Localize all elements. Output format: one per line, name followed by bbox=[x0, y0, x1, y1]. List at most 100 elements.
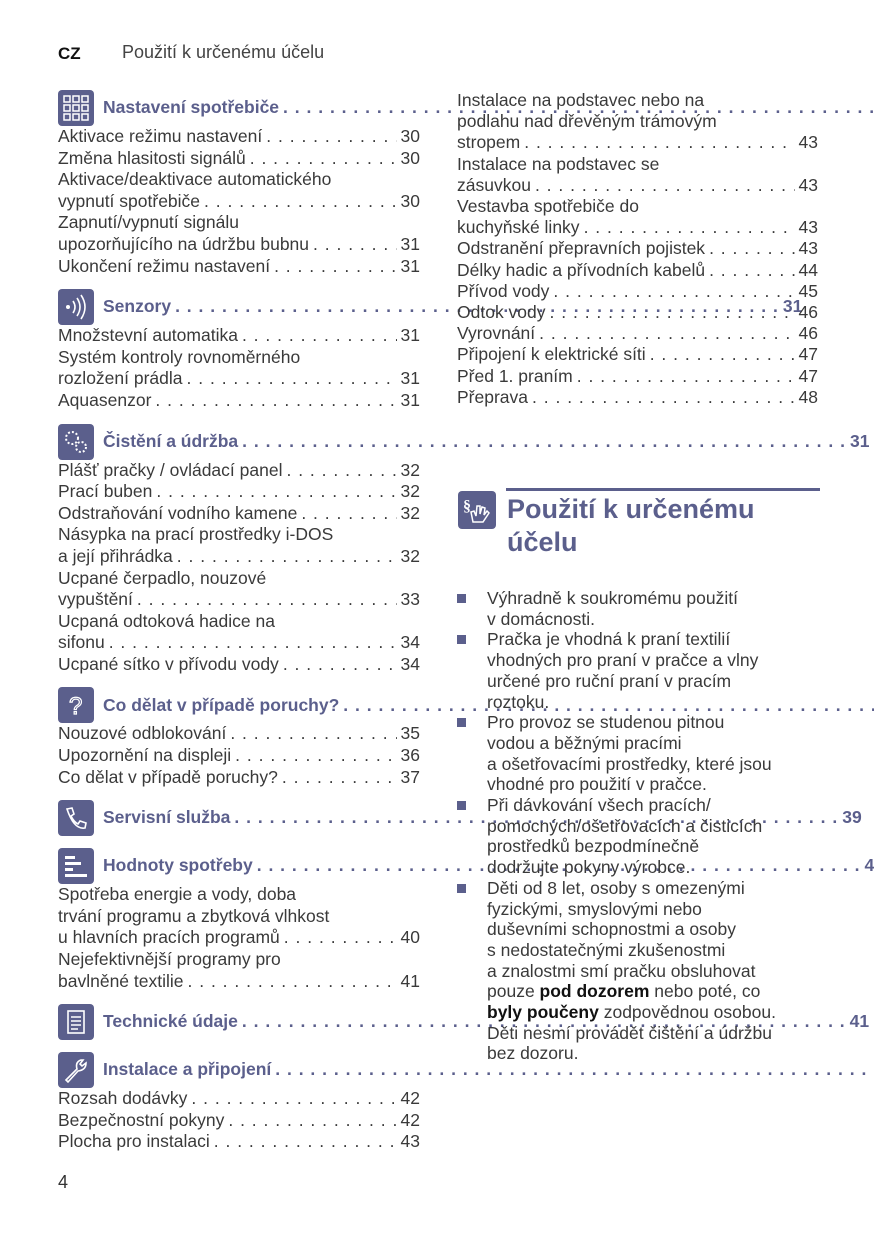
toc-section-header[interactable]: Senzory31 bbox=[58, 289, 802, 326]
toc-entry-line: Nejefektivnější programy pro bbox=[58, 949, 281, 970]
toc-page-number: 46 bbox=[798, 302, 818, 323]
toc-page-number: 44 bbox=[798, 259, 818, 280]
toc-section-header[interactable]: Technické údaje 41 bbox=[58, 1004, 869, 1041]
toc-page-number: 40 bbox=[864, 855, 874, 876]
toc-entry[interactable]: Prací buben 32 bbox=[58, 481, 420, 503]
toc-page-number: 30 bbox=[400, 147, 420, 168]
dot-leader bbox=[177, 546, 397, 568]
toc-page-number: 36 bbox=[400, 745, 420, 766]
grid-icon bbox=[58, 90, 94, 126]
dot-leader bbox=[553, 281, 794, 302]
dot-leader bbox=[228, 1110, 396, 1132]
toc-entry[interactable]: Bezpečnostní pokyny 42 bbox=[58, 1110, 420, 1132]
bullet-line: roztoku. bbox=[487, 691, 550, 712]
toc-entry[interactable]: Upozornění na displeji 36 bbox=[58, 745, 420, 767]
toc-entry[interactable]: Plocha pro instalaci 43 bbox=[58, 1131, 420, 1153]
toc-entry[interactable]: Ukončení režimu nastavení 31 bbox=[58, 256, 420, 278]
toc-entry[interactable]: zásuvkou 43 bbox=[457, 175, 818, 196]
heading-line: účelu bbox=[507, 527, 578, 557]
toc-entry-line: podlahu nad dřevěným trámovým bbox=[457, 111, 717, 132]
dot-leader bbox=[187, 368, 397, 390]
toc-entry[interactable]: Délky hadic a přívodních kabelů 44 bbox=[457, 260, 818, 281]
toc-entry[interactable]: rozložení prádla 31 bbox=[58, 368, 420, 390]
toc-page-number: 43 bbox=[798, 217, 818, 238]
question-icon: ? bbox=[58, 687, 94, 724]
bullet-item: Děti od 8 let, osoby s omezenými fyzickým… bbox=[457, 878, 827, 1064]
toc-section-header[interactable]: Instalace a připojení42 bbox=[58, 1052, 420, 1089]
toc-entry[interactable]: Odtok vody 46 bbox=[457, 302, 818, 323]
toc-page-number: 32 bbox=[400, 459, 420, 480]
toc-section-title: Co dělat v případě poruchy? bbox=[103, 694, 340, 715]
toc-page-number: 41 bbox=[849, 1011, 870, 1032]
toc-page-number: 31 bbox=[400, 255, 420, 276]
bullet-square-icon bbox=[457, 635, 466, 645]
wrench-icon bbox=[58, 1052, 94, 1089]
toc-entry-text: vypuštění bbox=[58, 589, 133, 610]
toc-entry[interactable]: upozorňujícího na údržbu bubnu 31 bbox=[58, 234, 420, 256]
toc-page-number: 31 bbox=[400, 389, 420, 410]
dot-leader bbox=[535, 175, 795, 196]
toc-entry[interactable]: Nouzové odblokování 35 bbox=[58, 723, 420, 745]
dot-leader bbox=[286, 460, 396, 482]
heading-line: Použití k určenému bbox=[507, 494, 755, 524]
toc-entry[interactable]: Ucpané sítko v přívodu vody 34 bbox=[58, 654, 420, 676]
dot-leader bbox=[550, 302, 795, 323]
dot-leader bbox=[188, 971, 397, 993]
toc-page-number: 32 bbox=[400, 481, 420, 502]
toc-page-number: 43 bbox=[798, 132, 818, 153]
dot-leader bbox=[282, 767, 397, 789]
toc-entry[interactable]: Rozsah dodávky 42 bbox=[58, 1088, 420, 1110]
bullet-line: a ošetřovacími prostředky, které jsou bbox=[487, 753, 772, 774]
toc-page-number: 39 bbox=[842, 807, 862, 828]
toc-entry[interactable]: Před 1. praním 47 bbox=[457, 366, 818, 387]
bullet-line: Děti nesmí provádět čištění a údržbu bbox=[487, 1022, 773, 1043]
toc-entry-text: Přívod vody bbox=[457, 280, 550, 301]
toc-entry[interactable]: Připojení k elektrické síti 47 bbox=[457, 344, 818, 365]
toc-entry-text: Odtok vody bbox=[457, 302, 546, 323]
toc-entry[interactable]: Množstevní automatika 31 bbox=[58, 325, 420, 347]
toc-entry-line: Zapnutí/vypnutí signálu bbox=[58, 212, 239, 233]
toc-entry[interactable]: Přeprava 48 bbox=[457, 387, 818, 408]
toc-entry[interactable]: Plášť pračky / ovládací panel 32 bbox=[58, 460, 420, 482]
toc-section-header[interactable]: Nastavení spotřebiče30 bbox=[58, 90, 420, 126]
toc-entry[interactable]: Přívod vody 45 bbox=[457, 281, 818, 302]
bullet-text: Pro provoz se studenou pitnou vodou a běž… bbox=[487, 712, 772, 795]
toc-entry[interactable]: sifonu 34 bbox=[58, 632, 420, 654]
toc-entry-line: Aktivace/deaktivace automatického bbox=[58, 169, 332, 190]
toc-entry[interactable]: vypuštění 33 bbox=[58, 589, 420, 611]
toc-entry[interactable]: bavlněné textilie 41 bbox=[58, 971, 420, 993]
bullet-line: fyzickými, smyslovými nebo bbox=[487, 898, 702, 919]
toc-entry[interactable]: vypnutí spotřebiče 30 bbox=[58, 191, 420, 213]
toc-section-title-row: Technické údaje 41 bbox=[103, 1011, 869, 1033]
toc-section-header[interactable]: ?Co dělat v případě poruchy?35 bbox=[58, 687, 420, 724]
toc-page-number: 42 bbox=[400, 1088, 420, 1109]
bold-text: pod dozorem bbox=[539, 981, 650, 1002]
dot-leader bbox=[301, 503, 396, 525]
gears-icon bbox=[58, 423, 94, 460]
toc-section-header[interactable]: Servisní služba 39 bbox=[58, 800, 862, 837]
dot-leader bbox=[214, 1131, 397, 1153]
toc-entry[interactable]: Odstranění přepravních pojistek 43 bbox=[457, 238, 818, 259]
toc-entry[interactable]: Odstraňování vodního kamene 32 bbox=[58, 503, 420, 525]
toc-entry[interactable]: a její přihrádka 32 bbox=[58, 546, 420, 568]
toc-entry[interactable]: Aquasenzor 31 bbox=[58, 390, 420, 412]
toc-entry[interactable]: Co dělat v případě poruchy? 37 bbox=[58, 767, 420, 789]
toc-entry[interactable]: Vyrovnání 46 bbox=[457, 323, 818, 344]
toc-right-column: Instalace na podstavec nebo na podlahu na… bbox=[457, 90, 818, 408]
toc-entry[interactable]: u hlavních pracích programů 40 bbox=[58, 927, 420, 949]
bullet-line: Pračka je vhodná k praní textilií bbox=[487, 629, 731, 650]
toc-entry[interactable]: kuchyňské linky 43 bbox=[457, 217, 818, 238]
toc-entry[interactable]: Změna hlasitosti signálů 30 bbox=[58, 148, 420, 170]
dot-leader bbox=[274, 256, 396, 278]
toc-section-header[interactable]: Hodnoty spotřeby 40 bbox=[58, 848, 874, 885]
bullet-line: určené pro ruční praní v pracím bbox=[487, 670, 732, 691]
toc-entry-line: Instalace na podstavec nebo na bbox=[457, 90, 705, 110]
toc-entry[interactable]: Aktivace režimu nastavení 30 bbox=[58, 126, 420, 148]
toc-page-number: 47 bbox=[798, 344, 818, 365]
dot-leader bbox=[266, 126, 396, 148]
toc-entry-text: Ukončení režimu nastavení bbox=[58, 255, 271, 276]
dot-leader bbox=[250, 148, 397, 170]
toc-entry[interactable]: stropem 43 bbox=[457, 132, 818, 153]
dot-leader bbox=[191, 1088, 396, 1110]
toc-section-header[interactable]: Čistění a údržba 31 bbox=[58, 423, 869, 460]
